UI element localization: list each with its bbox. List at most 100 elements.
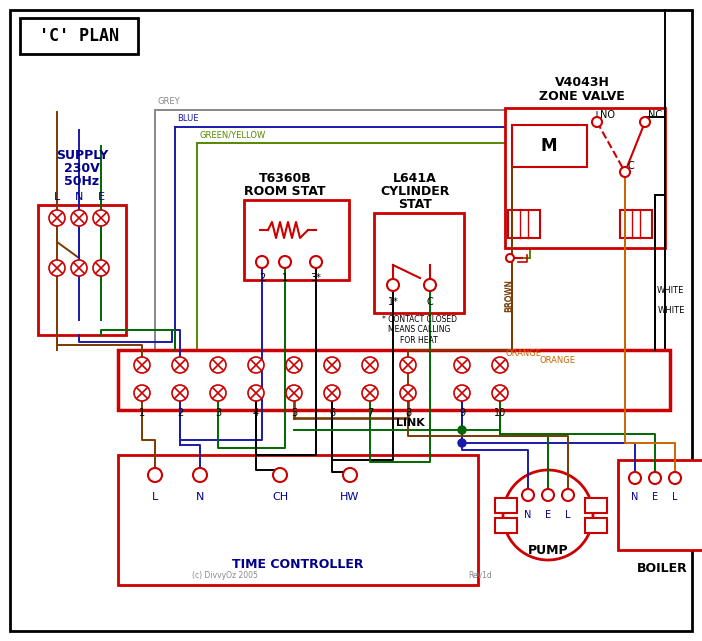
- Text: BROWN: BROWN: [504, 278, 513, 312]
- Circle shape: [172, 357, 188, 373]
- Text: L: L: [673, 492, 677, 502]
- Text: L641A: L641A: [393, 172, 437, 185]
- Text: 1: 1: [139, 408, 145, 418]
- Text: WHITE: WHITE: [658, 306, 685, 315]
- FancyBboxPatch shape: [585, 498, 607, 513]
- Circle shape: [362, 357, 378, 373]
- Text: 'C' PLAN: 'C' PLAN: [39, 27, 119, 45]
- Circle shape: [620, 167, 630, 177]
- Text: BROWN: BROWN: [505, 278, 514, 312]
- Circle shape: [273, 468, 287, 482]
- Circle shape: [562, 489, 574, 501]
- Text: V4043H: V4043H: [555, 76, 609, 88]
- Text: CYLINDER: CYLINDER: [380, 185, 450, 197]
- Circle shape: [172, 385, 188, 401]
- Circle shape: [400, 385, 416, 401]
- Text: 7: 7: [367, 408, 373, 418]
- Text: 2: 2: [177, 408, 183, 418]
- Circle shape: [49, 210, 65, 226]
- Text: 2: 2: [259, 273, 265, 283]
- Circle shape: [324, 385, 340, 401]
- Text: ORANGE: ORANGE: [540, 356, 576, 365]
- Text: 6: 6: [329, 408, 335, 418]
- Text: LINK: LINK: [396, 418, 425, 428]
- FancyBboxPatch shape: [505, 108, 665, 248]
- FancyBboxPatch shape: [244, 200, 349, 280]
- Text: ROOM STAT: ROOM STAT: [244, 185, 326, 197]
- Text: CH: CH: [272, 492, 288, 502]
- FancyBboxPatch shape: [508, 210, 540, 238]
- Circle shape: [286, 385, 302, 401]
- Text: SUPPLY: SUPPLY: [56, 149, 108, 162]
- Circle shape: [542, 489, 554, 501]
- Text: N: N: [524, 510, 531, 520]
- Text: L: L: [565, 510, 571, 520]
- Text: 50Hz: 50Hz: [65, 174, 100, 188]
- Text: E: E: [652, 492, 658, 502]
- Text: 1: 1: [282, 273, 288, 283]
- Text: (c) DivvyOz 2005: (c) DivvyOz 2005: [192, 571, 258, 580]
- Text: PUMP: PUMP: [528, 544, 569, 556]
- Text: STAT: STAT: [398, 197, 432, 210]
- Text: 8: 8: [405, 408, 411, 418]
- FancyBboxPatch shape: [20, 18, 138, 54]
- FancyBboxPatch shape: [374, 213, 464, 313]
- Text: ZONE VALVE: ZONE VALVE: [539, 90, 625, 103]
- FancyBboxPatch shape: [10, 10, 692, 631]
- Text: N: N: [196, 492, 204, 502]
- Circle shape: [343, 468, 357, 482]
- Circle shape: [400, 357, 416, 373]
- Circle shape: [210, 385, 226, 401]
- Circle shape: [49, 260, 65, 276]
- FancyBboxPatch shape: [620, 210, 652, 238]
- Text: E: E: [545, 510, 551, 520]
- Text: M: M: [541, 137, 557, 155]
- FancyBboxPatch shape: [38, 205, 126, 335]
- Text: GREY: GREY: [157, 97, 180, 106]
- Circle shape: [93, 260, 109, 276]
- Text: GREEN/YELLOW: GREEN/YELLOW: [199, 130, 265, 139]
- Circle shape: [256, 256, 268, 268]
- Text: 1*: 1*: [388, 297, 399, 307]
- FancyBboxPatch shape: [495, 498, 517, 513]
- Text: TIME CONTROLLER: TIME CONTROLLER: [232, 558, 364, 572]
- Circle shape: [458, 439, 466, 447]
- Circle shape: [640, 117, 650, 127]
- Text: L: L: [152, 492, 158, 502]
- Circle shape: [93, 210, 109, 226]
- Circle shape: [134, 357, 150, 373]
- Text: ORANGE: ORANGE: [505, 349, 541, 358]
- Text: 3: 3: [215, 408, 221, 418]
- Circle shape: [134, 385, 150, 401]
- FancyBboxPatch shape: [118, 455, 478, 585]
- Text: 4: 4: [253, 408, 259, 418]
- Text: Rev1d: Rev1d: [468, 571, 492, 580]
- Circle shape: [71, 260, 87, 276]
- Circle shape: [71, 210, 87, 226]
- FancyBboxPatch shape: [512, 125, 587, 167]
- Circle shape: [492, 357, 508, 373]
- Circle shape: [649, 472, 661, 484]
- Circle shape: [324, 357, 340, 373]
- Text: 5: 5: [291, 408, 297, 418]
- Text: C: C: [628, 161, 635, 171]
- Text: 230V: 230V: [64, 162, 100, 174]
- Circle shape: [248, 357, 264, 373]
- Text: C: C: [427, 297, 433, 307]
- Text: HW: HW: [340, 492, 359, 502]
- FancyBboxPatch shape: [585, 518, 607, 533]
- Text: * CONTACT CLOSED
MEANS CALLING
FOR HEAT: * CONTACT CLOSED MEANS CALLING FOR HEAT: [381, 315, 456, 345]
- Text: L: L: [54, 192, 60, 202]
- Text: BOILER: BOILER: [637, 562, 687, 574]
- Circle shape: [148, 468, 162, 482]
- FancyBboxPatch shape: [118, 350, 670, 410]
- Text: 10: 10: [494, 408, 506, 418]
- Text: N: N: [631, 492, 639, 502]
- Circle shape: [286, 357, 302, 373]
- Text: 9: 9: [459, 408, 465, 418]
- Text: WHITE: WHITE: [657, 285, 684, 294]
- Circle shape: [669, 472, 681, 484]
- Ellipse shape: [503, 470, 593, 560]
- Text: 3*: 3*: [310, 273, 322, 283]
- FancyBboxPatch shape: [495, 518, 517, 533]
